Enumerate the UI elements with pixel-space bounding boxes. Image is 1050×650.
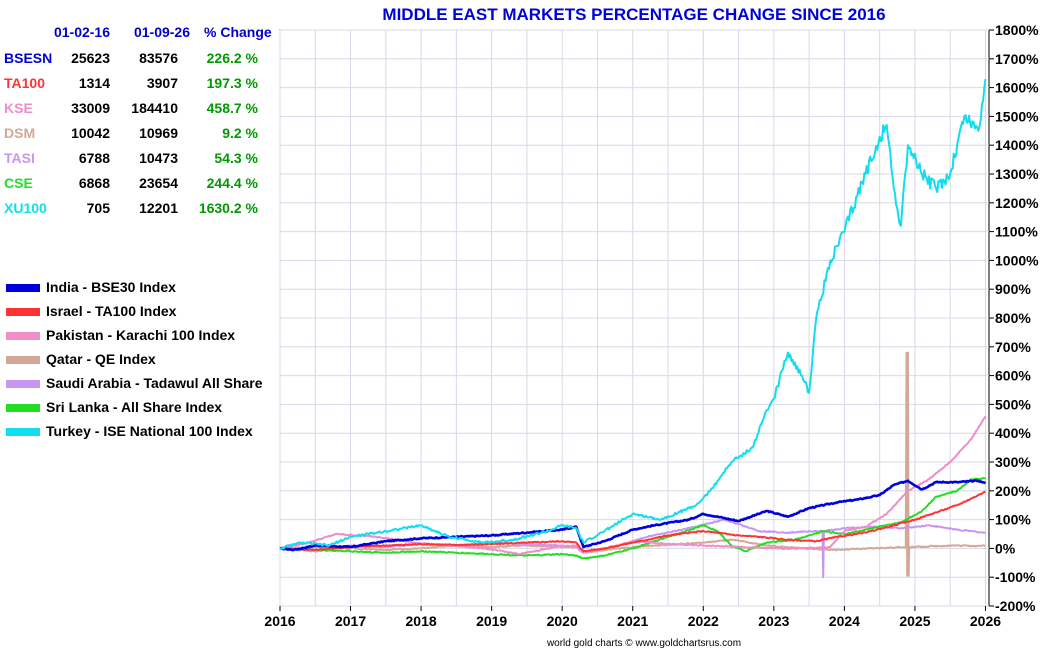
- legend-label: Israel - TA100 Index: [46, 303, 177, 319]
- y-tick-label: 700%: [995, 339, 1031, 355]
- table-change-value: 458.7 %: [206, 100, 258, 116]
- y-tick-label: 1700%: [995, 51, 1039, 67]
- table-start-value: 6788: [78, 150, 110, 166]
- y-tick-label: 1800%: [995, 22, 1039, 38]
- x-tick-label: 2022: [688, 613, 719, 629]
- legend-swatch: [6, 332, 40, 340]
- y-tick-label: 1500%: [995, 108, 1039, 124]
- x-tick-label: 2023: [758, 613, 789, 629]
- series-line-1: [279, 490, 986, 553]
- x-tick-label: 2024: [829, 613, 860, 629]
- legend-swatch: [6, 404, 40, 412]
- x-tick-label: 2019: [476, 613, 507, 629]
- legend-label: Pakistan - Karachi 100 Index: [46, 327, 236, 343]
- legend-swatch: [6, 308, 40, 316]
- y-tick-label: 900%: [995, 281, 1031, 297]
- y-tick-label: 0%: [995, 540, 1016, 556]
- table-end-value: 10969: [139, 125, 178, 141]
- table-start-value: 6868: [78, 175, 110, 191]
- table-row: XU100 705 12201 1630.2 %: [0, 200, 280, 222]
- legend-label: Saudi Arabia - Tadawul All Share: [46, 375, 263, 391]
- table-header-start: 01-02-16: [53, 24, 110, 40]
- y-tick-label: 1100%: [995, 224, 1038, 240]
- x-tick-label: 2018: [406, 613, 437, 629]
- table-header-end: 01-09-26: [133, 24, 190, 40]
- table-row: KSE 33009 184410 458.7 %: [0, 100, 280, 122]
- table-end-value: 12201: [139, 200, 178, 216]
- table-start-value: 1314: [78, 75, 110, 91]
- x-tick-label: 2026: [970, 613, 1001, 629]
- legend-label: Qatar - QE Index: [46, 351, 156, 367]
- y-tick-label: 1000%: [995, 252, 1039, 268]
- y-tick-label: -100%: [995, 569, 1036, 585]
- series-line-3: [279, 351, 986, 577]
- y-tick-label: 500%: [995, 396, 1031, 412]
- table-end-value: 83576: [139, 50, 178, 66]
- legend-swatch: [6, 428, 40, 436]
- table-change-value: 244.4 %: [206, 175, 258, 191]
- series-line-0: [279, 479, 987, 552]
- grid: [279, 29, 989, 607]
- table-code: TASI: [4, 150, 35, 166]
- y-tick-label: 400%: [995, 425, 1031, 441]
- series-line-5: [279, 477, 986, 560]
- legend-swatch: [6, 380, 40, 388]
- table-row: TA100 1314 3907 197.3 %: [0, 75, 280, 97]
- table-change-value: 197.3 %: [206, 75, 258, 91]
- x-tick-label: 2017: [335, 613, 366, 629]
- y-tick-label: 300%: [995, 454, 1031, 470]
- credit-text: world gold charts © www.goldchartsrus.co…: [546, 638, 741, 649]
- table-code: CSE: [4, 175, 33, 191]
- table-end-value: 23654: [139, 175, 178, 191]
- table-row: TASI 6788 10473 54.3 %: [0, 150, 280, 172]
- legend-swatch: [6, 284, 40, 292]
- table-code: BSESN: [4, 50, 53, 66]
- table-start-value: 25623: [71, 50, 110, 66]
- y-tick-label: 200%: [995, 483, 1031, 499]
- table-code: KSE: [4, 100, 33, 116]
- x-tick-label: 2025: [899, 613, 930, 629]
- table-end-value: 10473: [139, 150, 178, 166]
- y-tick-label: 600%: [995, 368, 1031, 384]
- y-tick-label: 100%: [995, 512, 1031, 528]
- y-tick-label: 1200%: [995, 195, 1039, 211]
- table-start-value: 10042: [71, 125, 110, 141]
- table-change-value: 1630.2 %: [198, 200, 258, 216]
- table-code: DSM: [4, 125, 36, 141]
- table-start-value: 705: [86, 200, 110, 216]
- table-start-value: 33009: [71, 100, 110, 116]
- legend-label: Sri Lanka - All Share Index: [46, 399, 223, 415]
- table-end-value: 3907: [146, 75, 178, 91]
- x-axis: 2016 2017 2018 2019 2020 2021 2022 2023 2024 2025…: [264, 606, 1001, 629]
- legend-swatch: [6, 356, 40, 364]
- x-tick-label: 2020: [547, 613, 578, 629]
- y-tick-label: -200%: [995, 598, 1036, 614]
- y-tick-label: 1300%: [995, 166, 1039, 182]
- chart-title: MIDDLE EAST MARKETS PERCENTAGE CHANGE SI…: [382, 5, 885, 24]
- table-row: DSM 10042 10969 9.2 %: [0, 125, 280, 147]
- series-line-6: [279, 78, 987, 550]
- table-change-value: 226.2 %: [206, 50, 258, 66]
- table-code: XU100: [4, 200, 47, 216]
- table-change-value: 54.3 %: [214, 150, 258, 166]
- table-header-change: % Change: [204, 24, 272, 40]
- table-end-value: 184410: [131, 100, 178, 116]
- y-tick-label: 800%: [995, 310, 1031, 326]
- table-change-value: 9.2 %: [222, 125, 258, 141]
- legend-label: India - BSE30 Index: [46, 279, 176, 295]
- table-row: BSESN 25623 83576 226.2 %: [0, 50, 280, 72]
- y-tick-label: 1600%: [995, 80, 1039, 96]
- legend-label: Turkey - ISE National 100 Index: [46, 423, 253, 439]
- x-tick-label: 2016: [264, 613, 295, 629]
- table-code: TA100: [4, 75, 45, 91]
- y-tick-label: 1400%: [995, 137, 1039, 153]
- table-row: CSE 6868 23654 244.4 %: [0, 175, 280, 197]
- y-axis: 1800% 1700% 1600% 1500% 1400% 1300% 1200% 1100%…: [989, 22, 1039, 614]
- series-group: [279, 78, 987, 579]
- x-tick-label: 2021: [617, 613, 648, 629]
